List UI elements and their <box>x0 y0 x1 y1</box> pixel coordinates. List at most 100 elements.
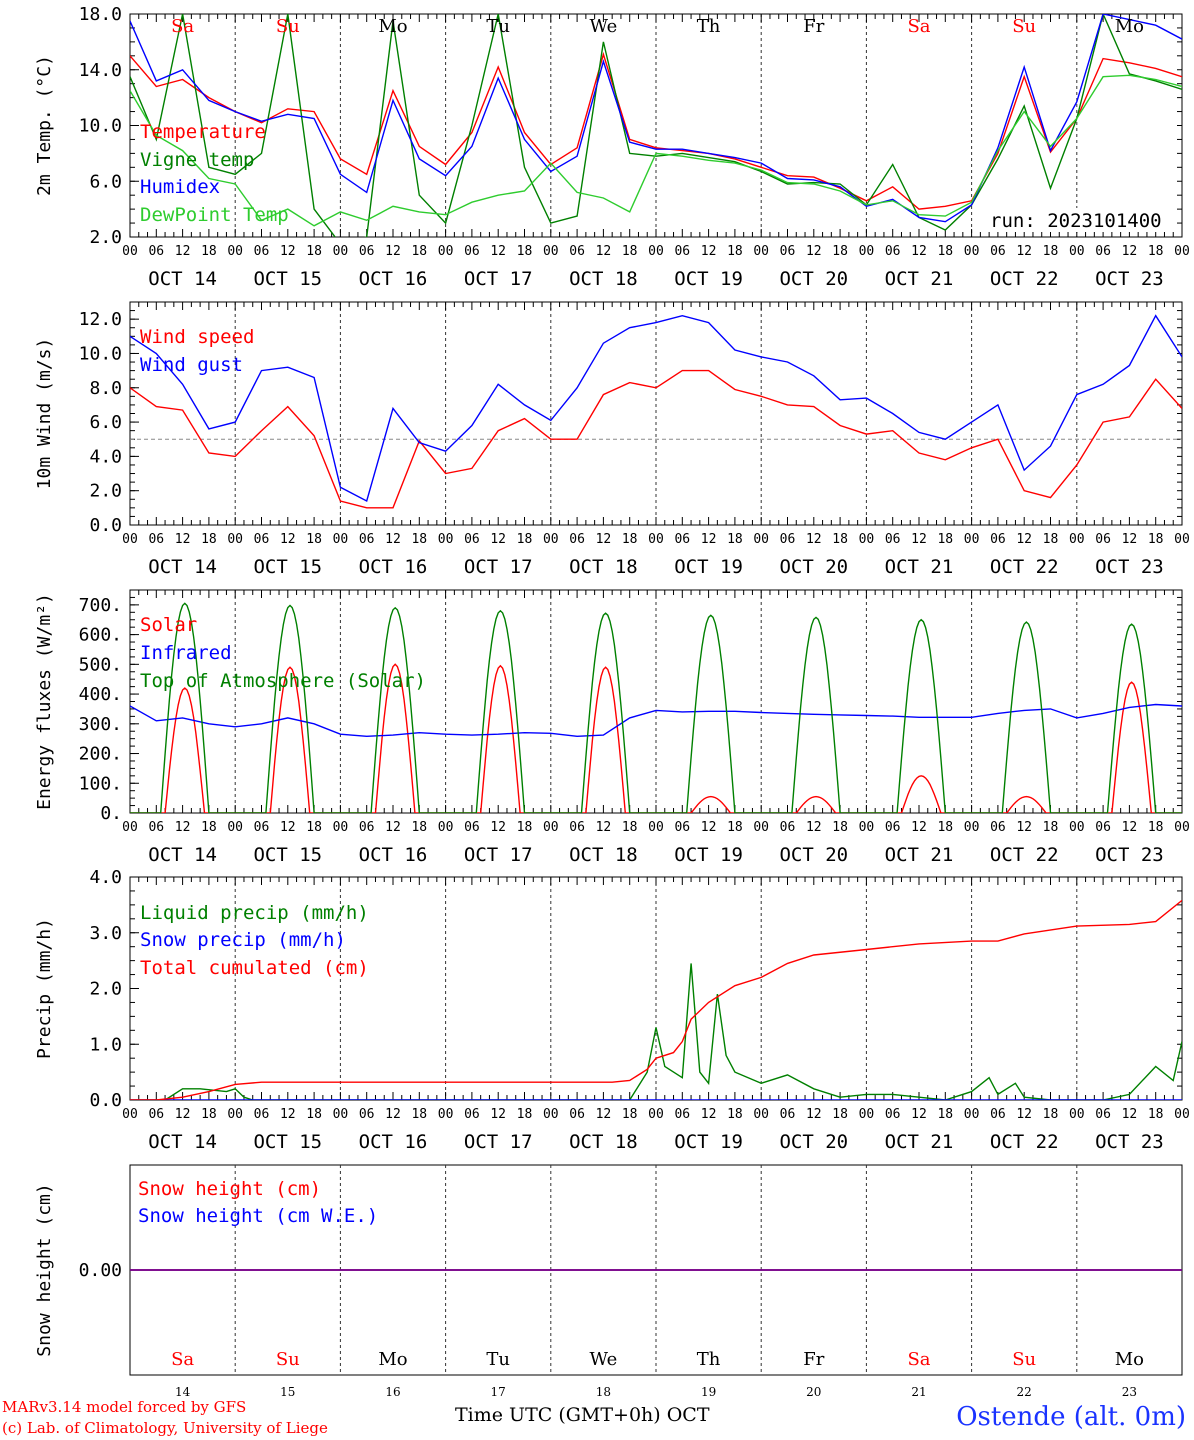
hour-tick-label: 00 <box>648 532 664 547</box>
legend-entry: Total cumulated (cm) <box>140 957 369 979</box>
date-label: OCT 15 <box>253 268 322 290</box>
hour-tick-label: 06 <box>990 532 1006 547</box>
date-label: OCT 15 <box>253 1131 322 1153</box>
hour-tick-label: 00 <box>964 820 980 835</box>
hour-tick-label: 18 <box>201 1107 217 1122</box>
hour-tick-label: 00 <box>438 244 454 259</box>
hour-tick-label: 06 <box>359 532 375 547</box>
legend-entry: Vigne temp <box>140 149 254 171</box>
y-axis-label: 10m Wind (m/s) <box>34 338 55 490</box>
series-line-dewpoint-temp <box>130 74 1182 227</box>
panel-5 <box>129 1164 1183 1376</box>
y-tick-label: 500. <box>79 654 122 675</box>
hour-tick-label: 00 <box>648 244 664 259</box>
hour-tick-label: 00 <box>438 532 454 547</box>
hour-tick-label: 06 <box>254 532 270 547</box>
hour-tick-label: 12 <box>1122 244 1138 259</box>
hour-tick-label: 12 <box>806 532 822 547</box>
hour-tick-label: 18 <box>1148 1107 1164 1122</box>
date-label: OCT 20 <box>779 1131 848 1153</box>
hour-tick-label: 06 <box>1095 1107 1111 1122</box>
hour-tick-label: 12 <box>1016 820 1032 835</box>
date-label: OCT 23 <box>1095 1131 1164 1153</box>
hour-tick-label: 18 <box>1043 1107 1059 1122</box>
hour-tick-label: 00 <box>1174 244 1190 259</box>
hour-tick-label: 00 <box>333 820 349 835</box>
day-number-label: 22 <box>1017 1385 1032 1399</box>
day-number-label: 23 <box>1122 1385 1137 1399</box>
series-line-vigne-temp <box>130 14 1182 237</box>
date-label: OCT 21 <box>885 268 954 290</box>
hour-tick-label: 12 <box>1122 532 1138 547</box>
weekday-label: Su <box>276 1349 300 1370</box>
hour-tick-label: 12 <box>175 532 191 547</box>
hour-tick-label: 00 <box>964 244 980 259</box>
hour-tick-label: 12 <box>385 820 401 835</box>
y-tick-label: 14.0 <box>79 60 122 81</box>
hour-tick-label: 12 <box>490 1107 506 1122</box>
hour-tick-label: 06 <box>885 244 901 259</box>
hour-tick-label: 06 <box>674 820 690 835</box>
hour-tick-label: 18 <box>517 1107 533 1122</box>
hour-tick-label: 12 <box>806 820 822 835</box>
y-tick-label: 200. <box>79 744 122 765</box>
hour-tick-label: 18 <box>1043 244 1059 259</box>
plot-frame <box>129 301 1183 526</box>
hour-tick-label: 00 <box>753 244 769 259</box>
hour-tick-label: 06 <box>780 532 796 547</box>
date-label: OCT 20 <box>779 844 848 866</box>
hour-tick-label: 12 <box>806 244 822 259</box>
y-axis-label: Precip (mm/h) <box>34 918 55 1059</box>
y-tick-label: 2.0 <box>89 481 122 502</box>
y-tick-label: 8.0 <box>89 378 122 399</box>
y-tick-label: 1.0 <box>89 1034 122 1055</box>
hour-tick-label: 18 <box>201 532 217 547</box>
date-label: OCT 21 <box>885 1131 954 1153</box>
weekday-label: Mo <box>378 16 407 37</box>
hour-tick-label: 06 <box>569 820 585 835</box>
legend-entry: Top of Atmosphere (Solar) <box>140 670 426 692</box>
date-label: OCT 14 <box>148 268 217 290</box>
y-tick-label: 300. <box>79 714 122 735</box>
hour-tick-label: 00 <box>438 1107 454 1122</box>
hour-tick-label: 12 <box>280 244 296 259</box>
day-number-label: 16 <box>385 1385 400 1399</box>
hour-tick-label: 06 <box>674 244 690 259</box>
lab-credit: (c) Lab. of Climatology, University of L… <box>2 1419 328 1437</box>
y-axis-label: 2m Temp. (°C) <box>34 55 55 196</box>
hour-tick-label: 18 <box>306 820 322 835</box>
hour-tick-label: 00 <box>227 1107 243 1122</box>
hour-tick-label: 12 <box>701 1107 717 1122</box>
legend-entry: Snow height (cm W.E.) <box>138 1205 378 1227</box>
date-label: OCT 19 <box>674 556 743 578</box>
hour-tick-label: 06 <box>359 820 375 835</box>
hour-tick-label: 18 <box>306 532 322 547</box>
station-name: Ostende (alt. 0m) <box>956 1402 1186 1432</box>
legend-entry: Wind gust <box>140 354 243 376</box>
hour-tick-label: 12 <box>490 532 506 547</box>
hour-tick-label: 18 <box>517 532 533 547</box>
hour-tick-label: 00 <box>1069 820 1085 835</box>
hour-tick-label: 00 <box>859 820 875 835</box>
series-line-total-cumulated-cm <box>130 899 1182 1100</box>
date-label: OCT 17 <box>464 268 533 290</box>
hour-tick-label: 00 <box>333 1107 349 1122</box>
hour-tick-label: 06 <box>1095 532 1111 547</box>
hour-tick-label: 18 <box>937 1107 953 1122</box>
y-tick-label: 0. <box>100 803 122 824</box>
weekday-label: Sa <box>907 16 930 37</box>
hour-tick-label: 00 <box>964 532 980 547</box>
hour-tick-label: 00 <box>859 532 875 547</box>
panel-1 <box>129 13 1183 238</box>
series-line-wind-speed <box>130 369 1182 509</box>
hour-tick-label: 18 <box>306 244 322 259</box>
hour-tick-label: 06 <box>148 820 164 835</box>
day-number-label: 20 <box>806 1385 821 1399</box>
y-tick-label: 6.0 <box>89 412 122 433</box>
hour-tick-label: 00 <box>859 244 875 259</box>
hour-tick-label: 00 <box>753 1107 769 1122</box>
hour-tick-label: 00 <box>122 1107 138 1122</box>
date-label: OCT 17 <box>464 844 533 866</box>
hour-tick-label: 00 <box>543 1107 559 1122</box>
hour-tick-label: 00 <box>122 820 138 835</box>
